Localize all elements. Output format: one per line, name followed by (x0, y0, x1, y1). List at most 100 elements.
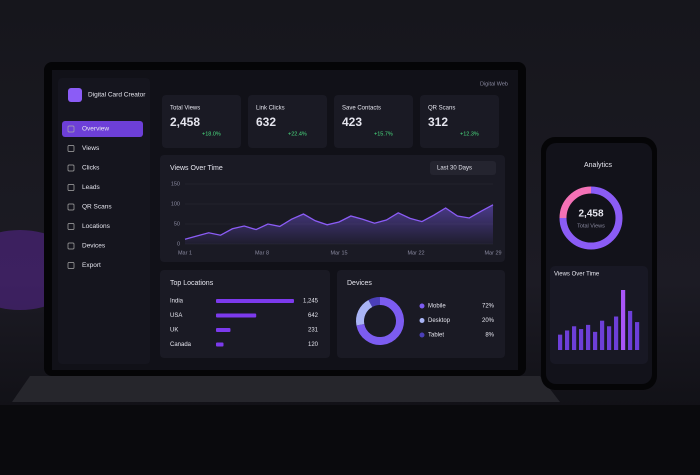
stat-value: 423 (342, 115, 362, 129)
location-value: 642 (308, 313, 319, 319)
views-area (185, 204, 493, 244)
brand: Digital Card Creator (88, 92, 146, 99)
location-value: 120 (308, 342, 319, 348)
views-line (184, 204, 494, 240)
stat-card (334, 95, 413, 148)
phone-segment (559, 186, 592, 219)
devices-card (337, 270, 505, 358)
device-segment (356, 297, 404, 345)
stat-change: +18.0% (202, 131, 221, 137)
x-tick-label: Mar 22 (407, 250, 424, 256)
device-segment (356, 299, 373, 326)
location-bar (216, 299, 294, 303)
nav-icon (67, 125, 75, 133)
location-value: 231 (308, 328, 319, 334)
phone-bar (565, 330, 570, 350)
location-bar (216, 342, 224, 347)
stat-label: QR Scans (428, 106, 455, 112)
range-select[interactable] (430, 161, 496, 175)
stat-value: 312 (428, 115, 448, 129)
stat-change: +12.3% (460, 131, 479, 137)
nav-icon (67, 145, 75, 152)
phone-bar (593, 331, 598, 350)
x-tick-label: Mar 1 (178, 250, 192, 256)
x-tick-label: Mar 29 (484, 250, 501, 256)
location-value: 1,245 (303, 299, 319, 305)
device-name: Mobile (428, 304, 446, 310)
legend-swatch (419, 332, 425, 338)
nav-icon (67, 262, 75, 269)
stat-label: Save Contacts (342, 106, 381, 112)
y-tick-label: 100 (171, 201, 180, 207)
device-name: Desktop (428, 318, 451, 324)
device-value: 72% (482, 304, 495, 310)
stat-card (420, 95, 499, 148)
account[interactable]: Digital Web (480, 81, 508, 87)
phone-bar (635, 322, 640, 350)
phone-bar (558, 334, 563, 350)
location-name: UK (170, 328, 178, 334)
stat-value: 632 (256, 115, 276, 129)
y-tick-label: 0 (177, 241, 180, 247)
sidebar (58, 78, 150, 364)
location-bar (216, 328, 231, 332)
nav-icon (67, 242, 75, 250)
nav-item[interactable]: QR Scans (82, 204, 112, 211)
nav-icon (67, 164, 75, 172)
stat-card (248, 95, 327, 148)
nav-item[interactable]: Export (82, 262, 101, 269)
phone-bar (600, 320, 605, 350)
phone-chart-card (550, 266, 648, 364)
phone-bar (579, 329, 584, 350)
stat-card (162, 95, 241, 148)
chart-title: Views Over Time (170, 165, 223, 172)
nav-active (62, 121, 143, 137)
nav-item[interactable]: Views (82, 145, 100, 152)
nav-item[interactable]: Devices (82, 243, 106, 250)
desk (0, 405, 700, 470)
phone-bar (621, 290, 626, 350)
phone-bar (614, 316, 619, 350)
devices-title: Devices (347, 280, 372, 287)
phone-total: 2,458 (578, 209, 603, 220)
legend-swatch (419, 318, 425, 323)
nav-item[interactable]: Clicks (82, 165, 100, 172)
y-tick-label: 150 (171, 181, 180, 187)
nav-icon (67, 223, 75, 230)
laptop-base (12, 376, 560, 402)
device-value: 8% (485, 333, 494, 339)
location-name: USA (170, 313, 182, 319)
device-name: Tablet (428, 333, 444, 339)
device-value: 20% (482, 318, 495, 324)
locations-title: Top Locations (170, 280, 214, 287)
nav-item[interactable]: Leads (82, 184, 100, 191)
legend-swatch (419, 303, 425, 309)
range-label[interactable]: Last 30 Days (437, 166, 472, 172)
x-tick-label: Mar 15 (330, 250, 347, 256)
location-name: India (170, 299, 184, 305)
stat-label: Link Clicks (256, 106, 285, 112)
stat-value: 2,458 (170, 115, 200, 129)
phone-segment (559, 186, 623, 250)
nav-icon (67, 203, 75, 211)
phone-total-label: Total Views (577, 223, 605, 229)
logo (68, 88, 82, 102)
phone-bar (607, 326, 612, 350)
x-tick-label: Mar 8 (255, 250, 269, 256)
phone-bar (628, 310, 633, 350)
phone-bar (586, 324, 591, 350)
stat-change: +15.7% (374, 131, 393, 137)
phone-chart-title: Views Over Time (554, 272, 600, 278)
phone-bar (572, 326, 577, 350)
nav-item[interactable]: Locations (82, 223, 111, 230)
device-segment (368, 297, 381, 308)
stat-label: Total Views (170, 106, 200, 112)
location-name: Canada (170, 342, 192, 348)
nav-item[interactable]: Overview (82, 126, 109, 133)
phone-title: Analytics (584, 162, 613, 169)
location-bar (216, 313, 257, 318)
y-tick-label: 50 (174, 221, 180, 227)
nav-icon (67, 184, 75, 191)
stat-change: +22.4% (288, 131, 307, 137)
